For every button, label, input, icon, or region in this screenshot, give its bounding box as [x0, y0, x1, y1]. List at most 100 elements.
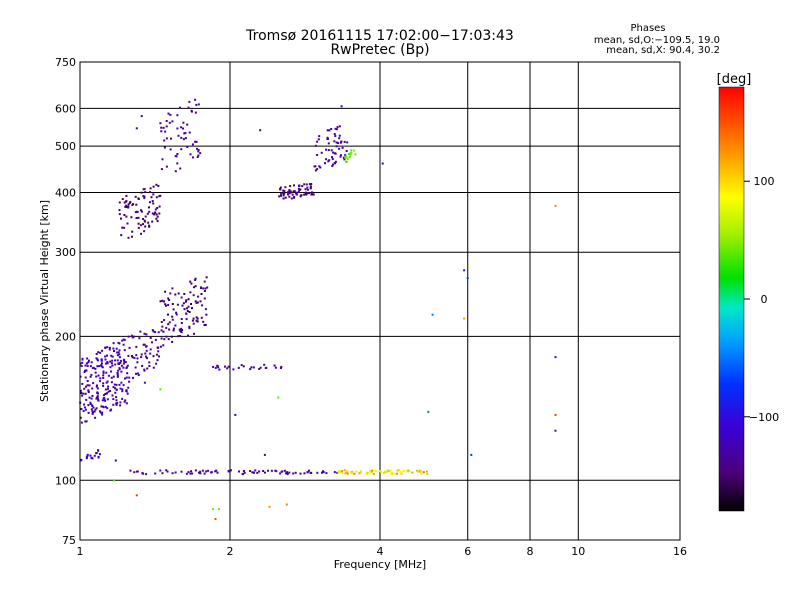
echo-point: [174, 293, 177, 296]
echo-point: [333, 162, 336, 165]
echo-point: [172, 329, 175, 332]
echo-point: [119, 361, 122, 364]
echo-point: [191, 307, 193, 310]
echo-point: [129, 469, 132, 472]
echo-point: [156, 215, 159, 218]
chart-subtitle: RwPretec (Bp): [330, 42, 429, 58]
echo-point: [160, 321, 163, 323]
echo-point: [92, 406, 95, 409]
echo-point: [335, 128, 338, 131]
echo-point: [278, 195, 281, 198]
echo-point: [86, 453, 89, 456]
echo-point: [139, 224, 142, 227]
echo-point: [152, 185, 155, 188]
echo-point: [318, 165, 321, 168]
grid-lines: [80, 62, 680, 540]
echo-point: [185, 312, 188, 315]
echo-point: [112, 398, 115, 401]
echo-point: [554, 413, 557, 416]
echo-point: [107, 387, 109, 390]
echo-point: [369, 470, 372, 473]
echo-point: [389, 472, 392, 475]
echo-point: [165, 469, 168, 472]
x-axis-ticks: 1 2 4 6 8 10 16: [77, 545, 688, 558]
echo-point: [102, 406, 105, 409]
echo-point: [165, 326, 168, 329]
echo-point: [94, 367, 97, 370]
echo-point: [124, 205, 127, 208]
echo-point: [175, 313, 178, 316]
echo-point: [153, 213, 156, 216]
echo-point: [83, 403, 86, 406]
echo-point: [143, 197, 146, 200]
echo-point: [128, 201, 131, 204]
echo-point: [330, 128, 333, 130]
echo-point: [110, 370, 112, 373]
echo-point: [316, 140, 319, 143]
echo-point: [274, 366, 277, 369]
echo-point: [283, 469, 286, 472]
echo-point: [84, 408, 87, 411]
echo-point: [109, 390, 112, 392]
echo-point: [168, 299, 171, 301]
echo-point: [118, 383, 121, 386]
echo-point: [120, 381, 123, 384]
echo-point: [112, 386, 115, 389]
echo-point: [191, 143, 194, 146]
echo-point: [121, 339, 124, 342]
echo-point: [214, 518, 217, 520]
echo-point: [299, 472, 302, 475]
echo-point: [125, 194, 128, 197]
echo-point: [345, 155, 347, 158]
echo-point: [338, 125, 341, 128]
echo-point: [180, 318, 183, 320]
echo-point: [160, 126, 163, 129]
echo-point: [285, 503, 288, 506]
echo-point: [148, 361, 151, 364]
echo-point: [185, 318, 188, 321]
echo-point: [154, 472, 157, 475]
echo-point: [200, 293, 203, 295]
echo-point: [89, 403, 92, 405]
echo-point: [147, 221, 150, 224]
echo-point: [119, 404, 122, 407]
echo-point: [140, 356, 143, 359]
echo-point: [265, 366, 268, 369]
echo-point: [314, 169, 317, 172]
echo-point: [123, 400, 126, 403]
echo-point: [115, 399, 118, 402]
y-tick-label: 75: [62, 534, 76, 547]
echo-point: [143, 343, 146, 346]
echo-point: [89, 375, 92, 378]
echo-point: [181, 304, 184, 307]
echo-point: [133, 471, 136, 474]
echo-point: [199, 152, 202, 155]
echo-point: [137, 216, 140, 219]
echo-point: [189, 153, 192, 156]
echo-point: [104, 393, 107, 395]
echo-point: [197, 295, 200, 298]
echo-point: [104, 405, 107, 408]
echo-point: [165, 125, 168, 128]
echo-point: [149, 348, 152, 351]
echo-point: [94, 408, 97, 411]
echo-point: [123, 349, 126, 352]
echo-point: [336, 126, 339, 129]
echo-point: [96, 391, 99, 394]
echo-point: [90, 408, 93, 411]
echo-point: [152, 355, 155, 358]
echo-point: [151, 200, 154, 203]
echo-point: [295, 193, 298, 196]
echo-point: [151, 341, 153, 344]
echo-point: [282, 194, 285, 197]
echo-point: [133, 335, 135, 338]
echo-point: [127, 236, 130, 239]
echo-point: [182, 121, 185, 124]
echo-point: [303, 193, 306, 196]
echo-point: [106, 407, 109, 410]
echo-point: [87, 361, 90, 363]
echo-point: [120, 370, 123, 373]
echo-point: [321, 471, 323, 474]
echo-point: [340, 154, 342, 157]
